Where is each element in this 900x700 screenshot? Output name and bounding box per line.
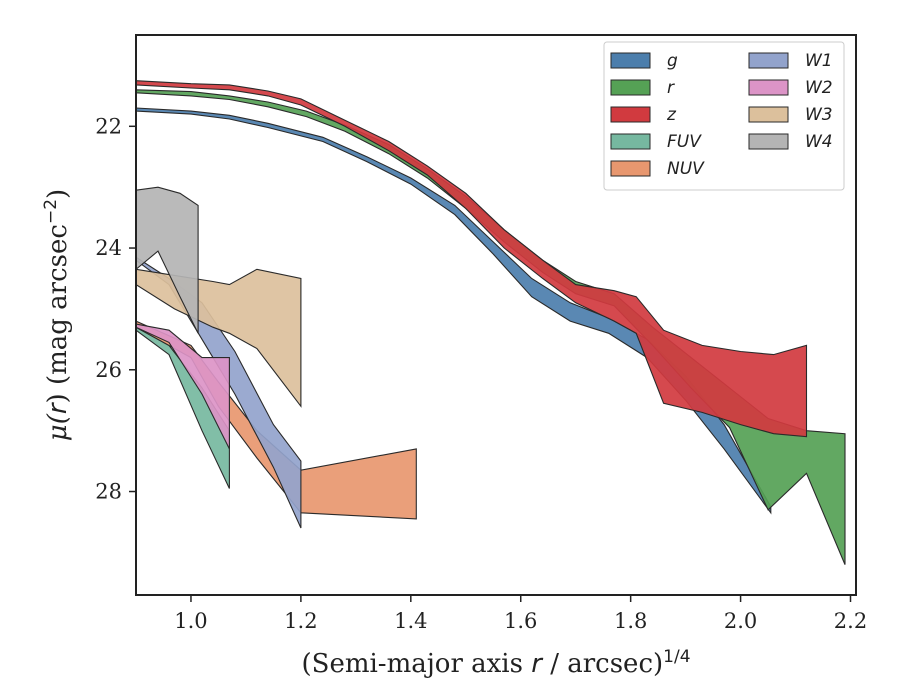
y-tick-label: 24	[95, 236, 122, 260]
x-tick-label: 2.2	[834, 609, 867, 633]
legend-swatch-z	[610, 106, 651, 123]
x-tick-label: 1.2	[284, 609, 317, 633]
legend-label-r: r	[667, 78, 675, 98]
y-tick-label: 26	[95, 358, 122, 382]
x-tick-label: 2.0	[724, 609, 757, 633]
plot-frame	[135, 34, 857, 596]
band-w3	[136, 268, 302, 408]
series-bands	[136, 80, 846, 565]
legend-swatch-w2	[748, 79, 789, 96]
x-tick-label: 1.4	[394, 609, 427, 633]
legend-label-fuv: FUV	[667, 132, 702, 152]
legend-label-z: z	[666, 105, 677, 125]
band-g	[136, 107, 772, 515]
band-w2	[136, 323, 230, 450]
legend-box	[603, 41, 845, 191]
legend-label-w4: W4	[805, 132, 833, 152]
legend-swatch-g	[610, 52, 651, 69]
legend-label-g: g	[667, 51, 678, 71]
band-z	[136, 80, 808, 438]
y-axis-ticks: 22 24 26 28	[95, 114, 136, 504]
legend-swatch-w1	[748, 52, 789, 69]
legend-label-w2: W2	[805, 78, 833, 98]
legend-swatch-w4	[748, 133, 789, 150]
band-w4	[136, 186, 199, 334]
legend-swatch-fuv	[610, 133, 651, 150]
legend-swatch-w3	[748, 106, 789, 123]
x-axis-ticks: 1.0 1.2 1.4 1.6 1.8 2.0 2.2	[174, 595, 867, 633]
y-axis-label: μ(r) (mag arcsec−2)	[41, 189, 73, 441]
legend-label-nuv: NUV	[667, 159, 705, 179]
legend-swatch-nuv	[610, 160, 651, 177]
legend-swatch-r	[610, 79, 651, 96]
legend: grz FUV NUV W1 W2 W3 W4	[603, 41, 845, 191]
x-axis-label: (Semi-major axis r / arcsec)1/4	[301, 647, 690, 679]
legend-label-w3: W3	[805, 105, 833, 125]
x-tick-label: 1.0	[174, 609, 207, 633]
x-tick-label: 1.8	[614, 609, 647, 633]
y-tick-label: 28	[95, 480, 122, 504]
y-tick-label: 22	[95, 114, 122, 138]
x-tick-label: 1.6	[504, 609, 537, 633]
legend-label-w1: W1	[805, 51, 833, 71]
